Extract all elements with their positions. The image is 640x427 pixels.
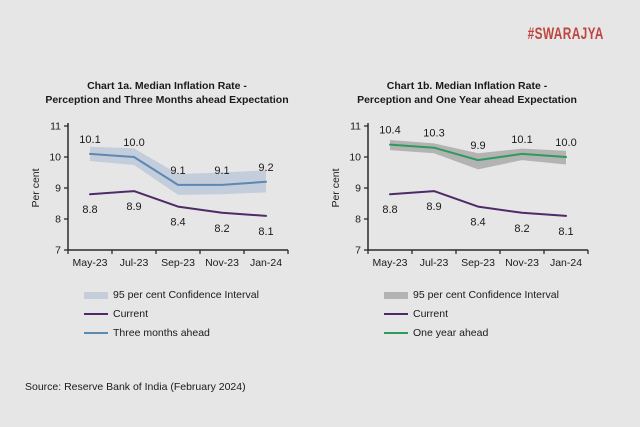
- chart-1a-title-line2: Perception and Three Months ahead Expect…: [45, 93, 289, 106]
- chart-1a: Chart 1a. Median Inflation Rate - Percep…: [22, 80, 312, 343]
- chart-1b: Chart 1b. Median Inflation Rate - Percep…: [322, 80, 612, 343]
- legend-label: One year ahead: [413, 327, 489, 340]
- legend-label: Current: [413, 308, 449, 321]
- chart-1a-plot: 7 8 9 10 11 May-23 Jul-23 Sep-23 Nov-23 Jan-24 Per…: [30, 120, 289, 269]
- legend-line-swatch: [384, 331, 408, 335]
- data-label: 8.9: [126, 201, 141, 213]
- data-label: 10.4: [379, 124, 400, 136]
- data-label: 9.9: [470, 140, 485, 152]
- y-tick-label: 9: [355, 182, 361, 194]
- series-line: [89, 189, 267, 217]
- y-tick-label: 10: [349, 151, 361, 163]
- series-line: [89, 152, 267, 186]
- legend-label: Current: [113, 308, 149, 321]
- data-label: 9.1: [170, 165, 185, 177]
- data-label: 10.0: [555, 137, 576, 149]
- y-tick-label: 8: [55, 213, 61, 225]
- x-tick-label: Jul-23: [120, 257, 149, 269]
- y-tick-label: 10: [49, 151, 61, 163]
- y-tick-label: 7: [355, 244, 361, 256]
- chart-1a-title-line1: Chart 1a. Median Inflation Rate -: [87, 80, 247, 92]
- x-tick-label: Nov-23: [505, 257, 539, 269]
- data-label: 8.1: [558, 226, 573, 238]
- y-tick-label: 11: [350, 120, 361, 132]
- data-label: 8.4: [170, 216, 185, 228]
- chart-1a-legend: 95 per cent Confidence Interval Current Th…: [84, 286, 312, 343]
- y-axis-title: Per cent: [30, 168, 42, 207]
- chart-1a-title: Chart 1a. Median Inflation Rate - Percep…: [22, 80, 312, 108]
- legend-line-swatch: [384, 312, 408, 316]
- legend-label: 95 per cent Confidence Interval: [413, 289, 559, 302]
- data-label: 10.0: [123, 137, 144, 149]
- legend-item: Current: [84, 305, 312, 324]
- data-label: 10.1: [79, 134, 100, 146]
- source-note: Source: Reserve Bank of India (February …: [25, 381, 246, 393]
- data-label: 10.1: [511, 134, 532, 146]
- chart-1b-title-line1: Chart 1b. Median Inflation Rate -: [386, 80, 548, 92]
- data-label: 8.8: [382, 204, 397, 216]
- data-label: 10.3: [423, 127, 444, 139]
- x-tick-label: Jul-23: [420, 257, 449, 269]
- x-tick-label: May-23: [72, 257, 107, 269]
- chart-1b-title: Chart 1b. Median Inflation Rate - Percep…: [322, 80, 612, 108]
- data-label: 8.2: [214, 223, 229, 235]
- x-tick-label: May-23: [372, 257, 407, 269]
- y-axis-title: Per cent: [330, 168, 342, 207]
- legend-band-swatch: [384, 291, 408, 299]
- legend-item: Current: [384, 305, 612, 324]
- legend-item: 95 per cent Confidence Interval: [84, 286, 312, 305]
- x-tick-label: Nov-23: [205, 257, 239, 269]
- y-tick-label: 11: [50, 120, 61, 132]
- legend-label: 95 per cent Confidence Interval: [113, 289, 259, 302]
- legend-line-swatch: [84, 312, 108, 316]
- data-label: 9.2: [258, 162, 273, 174]
- x-tick-label: Jan-24: [250, 257, 282, 269]
- x-tick-label: Sep-23: [461, 257, 495, 269]
- series-line: [389, 143, 567, 161]
- data-label: 8.8: [82, 204, 97, 216]
- x-tick-label: Jan-24: [550, 257, 582, 269]
- data-label: 8.2: [514, 223, 529, 235]
- confidence-band: [90, 146, 266, 195]
- x-tick-label: Sep-23: [161, 257, 195, 269]
- legend-item: 95 per cent Confidence Interval: [384, 286, 612, 305]
- data-label: 8.9: [426, 201, 441, 213]
- series-line: [389, 189, 567, 217]
- chart-1b-title-line2: Perception and One Year ahead Expectatio…: [357, 93, 577, 106]
- legend-band-swatch: [84, 291, 108, 299]
- legend-item: One year ahead: [384, 324, 612, 343]
- data-label: 9.1: [214, 165, 229, 177]
- legend-label: Three months ahead: [113, 327, 210, 340]
- y-tick-label: 7: [55, 244, 61, 256]
- chart-1b-plot: 7 8 9 10 11 May-23 Jul-23 Sep-23 Nov-23 Jan-24 Per…: [330, 120, 589, 269]
- y-tick-label: 9: [55, 182, 61, 194]
- legend-item: Three months ahead: [84, 324, 312, 343]
- y-tick-label: 8: [355, 213, 361, 225]
- legend-line-swatch: [84, 331, 108, 335]
- brand-logo: #SWARAJYA: [527, 24, 604, 43]
- data-label: 8.1: [258, 226, 273, 238]
- charts-container: Chart 1a. Median Inflation Rate - Percep…: [22, 80, 612, 343]
- chart-1b-legend: 95 per cent Confidence Interval Current On…: [384, 286, 612, 343]
- data-label: 8.4: [470, 216, 485, 228]
